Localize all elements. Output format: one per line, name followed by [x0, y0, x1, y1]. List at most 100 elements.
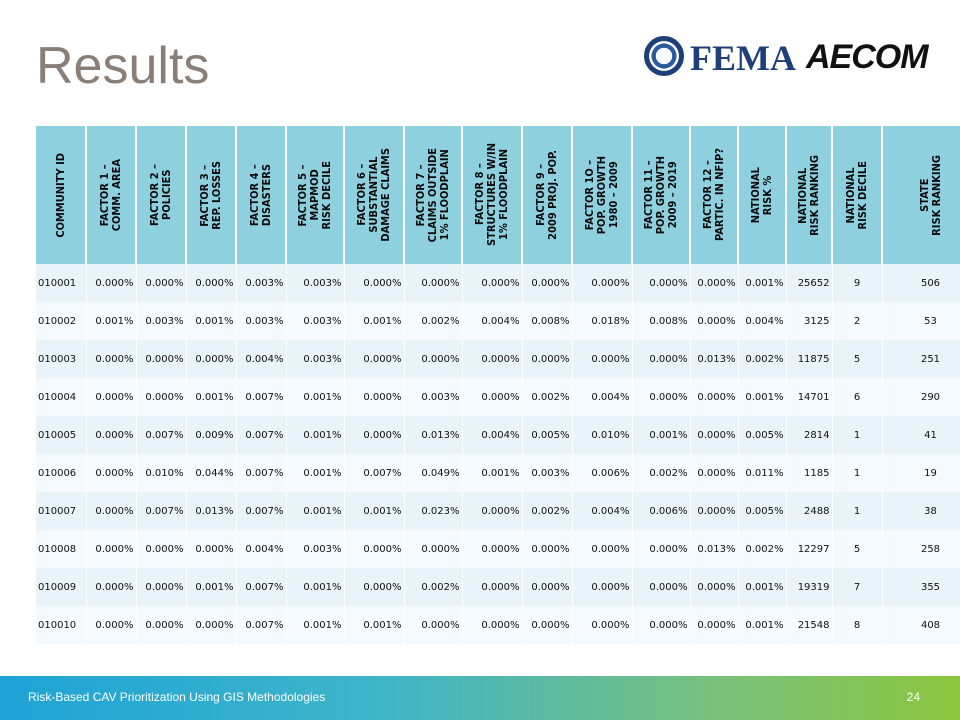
table-cell: 14701 [786, 378, 833, 416]
table-cell: 0.001% [738, 568, 787, 606]
table-cell: 0.000% [344, 264, 405, 302]
table-cell: 0.000% [86, 568, 137, 606]
community-id-cell: 010007 [36, 492, 87, 530]
table-cell: 0.004% [738, 302, 787, 340]
table-cell: 0.001% [738, 606, 787, 644]
table-cell: 0.001% [186, 302, 237, 340]
column-header: FACTOR 12 – PARTIC. IN NFIP? [690, 126, 739, 264]
table-cell: 1 [832, 416, 883, 454]
community-id-cell: 010004 [36, 378, 87, 416]
results-table-container: COMMUNITY ID FACTOR 1 – COMM. AREA FACTOR … [36, 126, 960, 644]
table-cell: 0.013% [690, 530, 739, 568]
column-header: FACTOR 1O – POP. GROWTH 1980 – 2009 [572, 126, 633, 264]
column-header-label: FACTOR 9 – 2009 PROJ. POP. [534, 150, 559, 240]
community-id-cell: 010001 [36, 264, 87, 302]
table-cell: 0.001% [286, 454, 345, 492]
table-cell: 0.002% [522, 492, 573, 530]
table-row: 010005 0.000% 0.007% 0.009% 0.007% 0.001% 0.00… [36, 416, 960, 454]
table-cell: 0.000% [632, 530, 691, 568]
table-cell: 0.008% [522, 302, 573, 340]
table-cell: 0.000% [186, 606, 237, 644]
table-cell: 0.000% [632, 378, 691, 416]
table-cell: 0.001% [286, 416, 345, 454]
column-header: FACTOR 6 – SUBSTANTIAL DAMAGE CLAIMS [344, 126, 405, 264]
table-cell: 6 [832, 378, 883, 416]
table-cell: 0.006% [632, 492, 691, 530]
table-cell: 0.000% [690, 416, 739, 454]
table-cell: 0.004% [236, 340, 287, 378]
table-cell: 53 [882, 302, 960, 340]
table-cell: 0.007% [236, 606, 287, 644]
table-row: 010010 0.000% 0.000% 0.000% 0.007% 0.001% 0.00… [36, 606, 960, 644]
table-cell: 3125 [786, 302, 833, 340]
table-row: 010004 0.000% 0.000% 0.001% 0.007% 0.001% 0.00… [36, 378, 960, 416]
column-header-label: FACTOR 1O – POP. GROWTH 1980 – 2009 [583, 155, 620, 235]
table-cell: 258 [882, 530, 960, 568]
table-cell: 0.000% [86, 454, 137, 492]
table-cell: 0.000% [344, 340, 405, 378]
table-cell: 0.000% [404, 606, 463, 644]
table-cell: 0.000% [186, 340, 237, 378]
page-number: 24 [906, 690, 920, 704]
table-cell: 5 [832, 530, 883, 568]
table-cell: 408 [882, 606, 960, 644]
dhs-seal-icon [644, 36, 684, 76]
table-cell: 0.000% [136, 606, 187, 644]
table-cell: 0.000% [632, 568, 691, 606]
table-cell: 9 [832, 264, 883, 302]
column-header-label: FACTOR 4 – DISASTERS [248, 163, 273, 227]
table-cell: 0.001% [738, 378, 787, 416]
column-header: NATIONAL RISK RANKING [786, 126, 833, 264]
table-cell: 0.000% [462, 264, 523, 302]
table-cell: 0.007% [236, 492, 287, 530]
table-cell: 0.003% [236, 264, 287, 302]
table-cell: 0.000% [572, 264, 633, 302]
table-cell: 355 [882, 568, 960, 606]
table-cell: 0.000% [344, 416, 405, 454]
table-header-row: COMMUNITY ID FACTOR 1 – COMM. AREA FACTOR … [36, 126, 960, 264]
community-id-cell: 010005 [36, 416, 87, 454]
results-table: COMMUNITY ID FACTOR 1 – COMM. AREA FACTOR … [36, 126, 960, 644]
community-id-cell: 010003 [36, 340, 87, 378]
table-cell: 7 [832, 568, 883, 606]
table-cell: 0.000% [522, 340, 573, 378]
table-cell: 0.008% [632, 302, 691, 340]
table-cell: 0.005% [738, 492, 787, 530]
table-cell: 0.000% [136, 264, 187, 302]
column-header: FACTOR 1 – COMM. AREA [86, 126, 137, 264]
table-cell: 0.000% [690, 454, 739, 492]
table-cell: 0.006% [572, 454, 633, 492]
logo-group: FEMA AECOM [644, 36, 929, 78]
table-cell: 0.000% [690, 264, 739, 302]
table-cell: 2814 [786, 416, 833, 454]
column-header-label: COMMUNITY ID [53, 152, 67, 238]
table-cell: 0.000% [86, 606, 137, 644]
footer-bar: Risk-Based CAV Prioritization Using GIS … [0, 676, 960, 720]
table-cell: 0.000% [344, 568, 405, 606]
column-header-label: FACTOR 11 – POP. GROWTH 2009 – 2019 [642, 155, 679, 235]
column-header-label: STATE RISK RANKING [917, 154, 943, 236]
table-cell: 0.011% [738, 454, 787, 492]
table-cell: 0.000% [186, 530, 237, 568]
table-row: 010001 0.000% 0.000% 0.000% 0.003% 0.003% 0.00… [36, 264, 960, 302]
table-cell: 0.000% [186, 264, 237, 302]
table-cell: 0.000% [86, 416, 137, 454]
table-cell: 0.003% [286, 340, 345, 378]
table-cell: 0.001% [286, 606, 345, 644]
community-id-cell: 010008 [36, 530, 87, 568]
table-cell: 0.007% [136, 416, 187, 454]
table-cell: 506 [882, 264, 960, 302]
table-cell: 0.001% [738, 264, 787, 302]
table-cell: 0.044% [186, 454, 237, 492]
table-cell: 0.000% [462, 492, 523, 530]
table-cell: 0.000% [86, 492, 137, 530]
column-header-label: FACTOR 7 – CLAIMS OUTSIDE 1% FLOODPLAIN [414, 147, 451, 243]
table-cell: 0.000% [690, 378, 739, 416]
table-cell: 0.005% [522, 416, 573, 454]
table-cell: 0.013% [186, 492, 237, 530]
table-cell: 0.003% [236, 302, 287, 340]
column-header: FACTOR 3 – REP. LOSSES [186, 126, 237, 264]
table-cell: 0.001% [286, 378, 345, 416]
table-cell: 0.018% [572, 302, 633, 340]
column-header: FACTOR 2 – POLICIES [136, 126, 187, 264]
